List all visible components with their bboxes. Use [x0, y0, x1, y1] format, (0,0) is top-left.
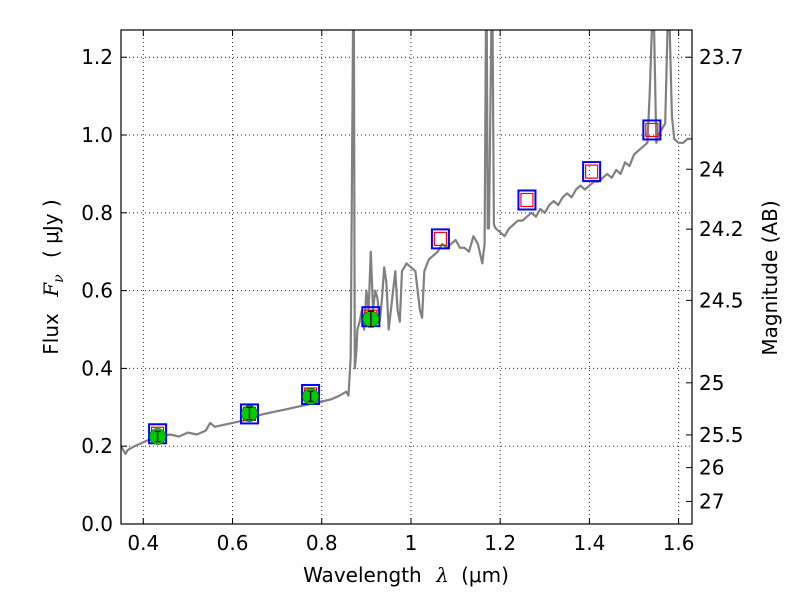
y2-tick-label: 27: [699, 489, 724, 513]
x-tick-label: 1.4: [573, 531, 605, 555]
x-tick-label: 0.4: [127, 531, 159, 555]
y-tick-label: 1.0: [81, 123, 113, 147]
y2-tick-label: 25.5: [699, 423, 744, 447]
model-point-inner: [520, 192, 534, 208]
tick-layer: 0.4 0.6 0.8 1 1.2 1.4 1.6 0.0 0.2 0.4 0.6 0.8 1.0 1.2…: [81, 30, 744, 555]
y2-tick-label: 24: [699, 157, 724, 181]
marker-layer: [148, 119, 662, 445]
y-axis-title-symbol: F: [39, 282, 63, 298]
y2-tick-label: 23.7: [699, 45, 744, 69]
y-tick-label: 0.8: [81, 201, 113, 225]
y-tick-label: 0.0: [81, 512, 113, 536]
grid: [121, 30, 692, 525]
x-tick-label: 1.6: [663, 531, 695, 555]
y-axis-title-prefix: Flux: [39, 313, 63, 355]
y2-tick-label: 24.5: [699, 288, 744, 312]
y-axis-title-units: ( μJy ): [39, 199, 63, 258]
x-tick-label: 0.8: [306, 531, 338, 555]
x-tick-label: 0.6: [217, 531, 249, 555]
y-axis-title: Flux Fν ( μJy ): [39, 199, 68, 354]
series-line-0: [121, 30, 692, 456]
y2-axis-title: Magnitude (AB): [758, 200, 782, 355]
y2-tick-label: 24.2: [699, 217, 744, 241]
model-point-outer: [582, 161, 602, 183]
y2-tick-label: 25: [699, 371, 724, 395]
y-tick-label: 0.6: [81, 279, 113, 303]
y-tick-label: 0.2: [81, 434, 113, 458]
y2-tick-label: 26: [699, 456, 724, 480]
model-point-outer: [430, 228, 450, 250]
model-point-inner: [433, 231, 448, 246]
x-tick-label: 1.2: [484, 531, 516, 555]
model-point-inner: [585, 164, 599, 179]
model-point-inner: [645, 122, 659, 138]
x-axis-title-symbol: λ: [435, 563, 449, 587]
model-point-outer: [239, 403, 259, 425]
model-point-outer: [517, 189, 537, 211]
series-layer: [121, 30, 692, 456]
x-axis-title-prefix: Wavelength: [303, 563, 422, 587]
x-tick-label: 1: [405, 531, 418, 555]
plot-frame: [120, 29, 693, 525]
x-axis-title-units: (μm): [461, 563, 509, 587]
y-axis-title-subscript: ν: [51, 274, 67, 283]
y-tick-label: 0.4: [81, 356, 113, 380]
model-point-outer: [642, 119, 662, 141]
x-axis-title: Wavelength λ (μm): [303, 563, 509, 587]
y-tick-label: 1.2: [81, 45, 113, 69]
